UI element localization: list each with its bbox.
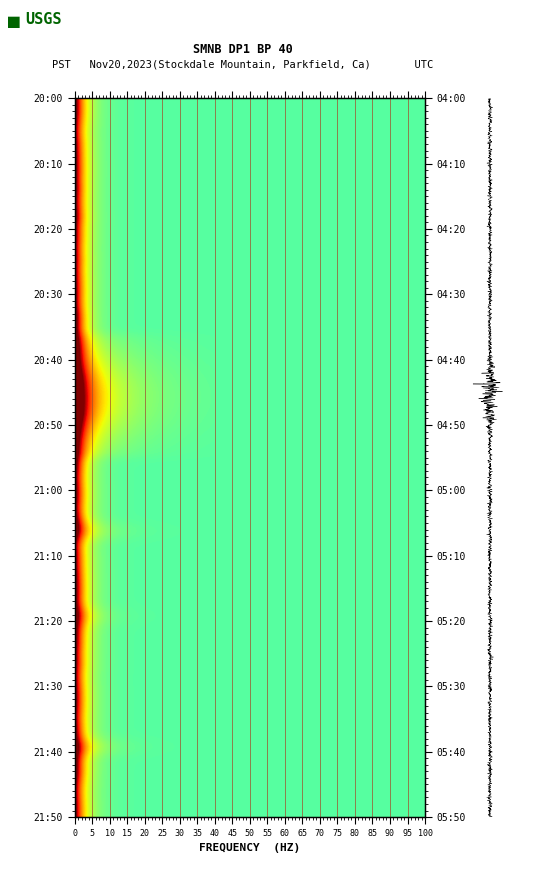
Text: ■: ■ — [8, 12, 20, 30]
X-axis label: FREQUENCY  (HZ): FREQUENCY (HZ) — [199, 844, 300, 854]
Text: USGS: USGS — [25, 12, 61, 27]
Text: PST   Nov20,2023(Stockdale Mountain, Parkfield, Ca)       UTC: PST Nov20,2023(Stockdale Mountain, Parkf… — [52, 59, 433, 70]
Text: SMNB DP1 BP 40: SMNB DP1 BP 40 — [193, 43, 293, 55]
